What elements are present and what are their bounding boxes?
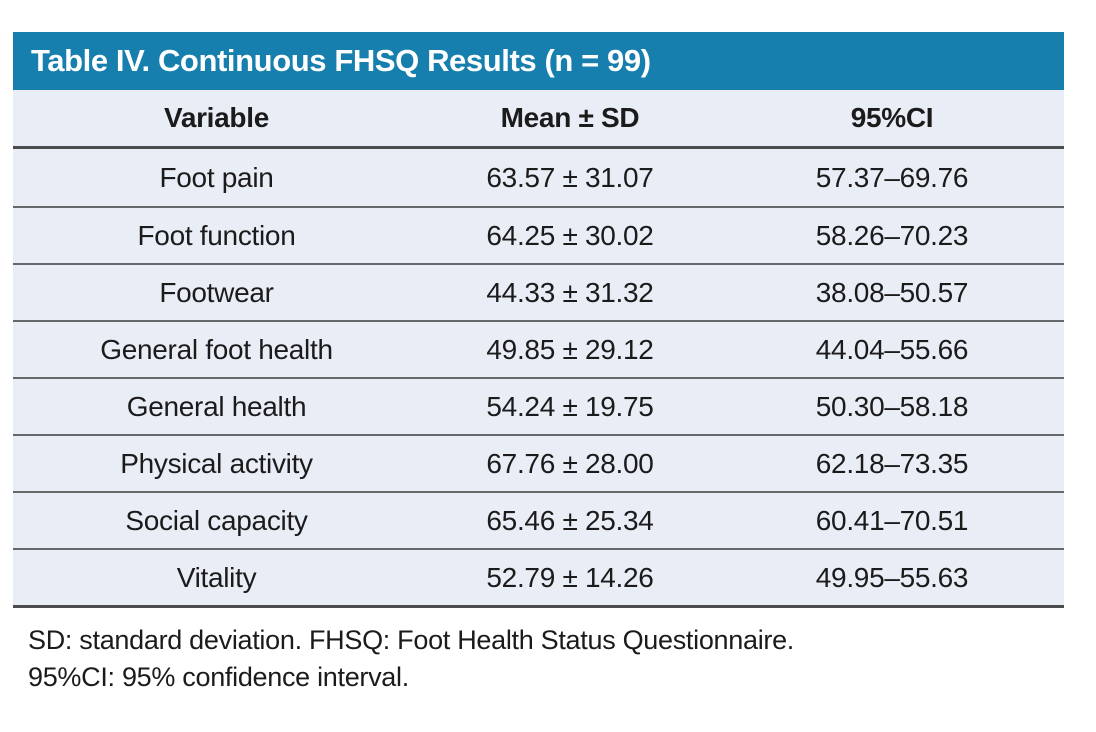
table-row: Footwear 44.33 ± 31.32 38.08–50.57 bbox=[13, 263, 1064, 320]
cell-mean-sd: 52.79 ± 14.26 bbox=[486, 561, 654, 593]
cell-variable: General health bbox=[126, 390, 307, 422]
cell-variable: Foot pain bbox=[159, 161, 274, 193]
cell-ci: 62.18–73.35 bbox=[815, 447, 969, 479]
cell-mean-sd: 63.57 ± 31.07 bbox=[486, 161, 654, 193]
table-row: Foot pain 63.57 ± 31.07 57.37–69.76 bbox=[13, 149, 1064, 206]
cell-mean-sd: 49.85 ± 29.12 bbox=[486, 333, 654, 365]
column-header-ci: 95%CI bbox=[850, 102, 934, 133]
cell-variable: General foot health bbox=[100, 333, 333, 365]
cell-variable: Footwear bbox=[159, 276, 274, 308]
cell-mean-sd: 54.24 ± 19.75 bbox=[486, 390, 654, 422]
table-footnotes: SD: standard deviation. FHSQ: Foot Healt… bbox=[13, 622, 1064, 696]
footnote-ci-definition: 95%CI: 95% confidence interval. bbox=[28, 662, 409, 692]
cell-mean-sd: 65.46 ± 25.34 bbox=[486, 504, 654, 536]
column-header-variable: Variable bbox=[163, 102, 269, 133]
cell-variable: Physical activity bbox=[120, 447, 313, 479]
cell-ci: 38.08–50.57 bbox=[815, 276, 969, 308]
table-row: General health 54.24 ± 19.75 50.30–58.18 bbox=[13, 377, 1064, 434]
cell-variable: Vitality bbox=[176, 561, 257, 593]
table-row: Foot function 64.25 ± 30.02 58.26–70.23 bbox=[13, 206, 1064, 263]
table-row: Vitality 52.79 ± 14.26 49.95–55.63 bbox=[13, 548, 1064, 605]
table-body: Foot pain 63.57 ± 31.07 57.37–69.76 Foot… bbox=[13, 149, 1064, 608]
cell-mean-sd: 64.25 ± 30.02 bbox=[486, 219, 654, 251]
footnote-abbreviations: SD: standard deviation. FHSQ: Foot Healt… bbox=[28, 625, 794, 655]
table-title: Table IV. Continuous FHSQ Results (n = 9… bbox=[31, 43, 651, 78]
table-title-bar: Table IV. Continuous FHSQ Results (n = 9… bbox=[13, 32, 1064, 90]
cell-ci: 44.04–55.66 bbox=[815, 333, 969, 365]
cell-ci: 57.37–69.76 bbox=[815, 161, 969, 193]
cell-ci: 60.41–70.51 bbox=[815, 504, 969, 536]
table-header-row: Variable Mean ± SD 95%CI bbox=[13, 90, 1064, 149]
table-row: Social capacity 65.46 ± 25.34 60.41–70.5… bbox=[13, 491, 1064, 548]
fhsq-results-table: Table IV. Continuous FHSQ Results (n = 9… bbox=[13, 32, 1064, 696]
table-row: General foot health 49.85 ± 29.12 44.04–… bbox=[13, 320, 1064, 377]
column-header-mean-sd: Mean ± SD bbox=[500, 102, 640, 133]
table-row: Physical activity 67.76 ± 28.00 62.18–73… bbox=[13, 434, 1064, 491]
cell-ci: 49.95–55.63 bbox=[815, 561, 969, 593]
cell-mean-sd: 44.33 ± 31.32 bbox=[486, 276, 654, 308]
cell-ci: 50.30–58.18 bbox=[815, 390, 969, 422]
cell-ci: 58.26–70.23 bbox=[815, 219, 969, 251]
cell-variable: Foot function bbox=[137, 219, 296, 251]
cell-variable: Social capacity bbox=[125, 504, 308, 536]
cell-mean-sd: 67.76 ± 28.00 bbox=[486, 447, 654, 479]
